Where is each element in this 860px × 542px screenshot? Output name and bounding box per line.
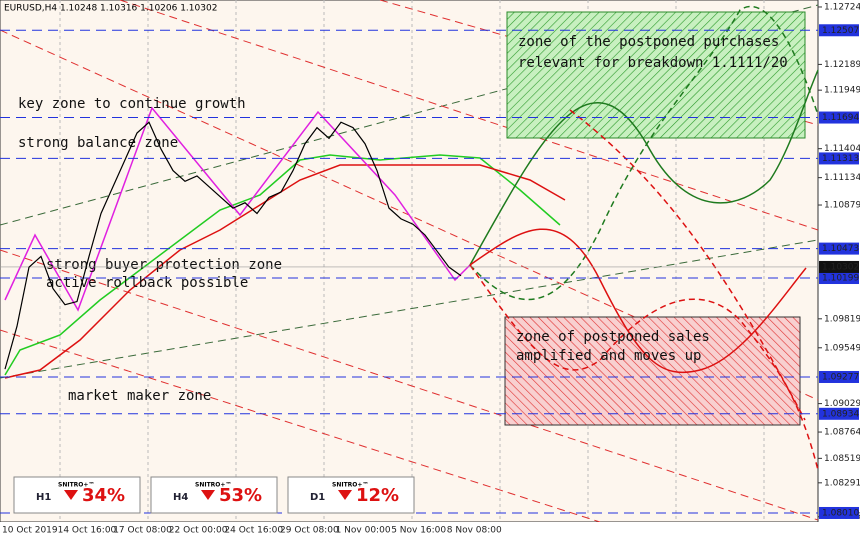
level-box: [819, 506, 859, 519]
indicator-box: [13, 476, 141, 514]
level-box: [819, 242, 859, 255]
x-axis-bg: [0, 522, 860, 538]
zigzag: [4, 106, 471, 312]
level-label: 1.10473: [822, 244, 859, 254]
level-label: 1.12507: [822, 26, 859, 36]
y-tick-label: 1.12724: [824, 2, 860, 12]
purchase-zone: [506, 11, 806, 139]
y-tick-label: 1.08519: [824, 454, 860, 464]
y-tick-label: 1.09029: [824, 399, 860, 409]
level-label: 1.08010: [822, 508, 859, 518]
level-box: [819, 272, 859, 285]
current-price-box: [819, 260, 859, 273]
x-tick-label: 22 Oct 00:00: [169, 526, 228, 536]
y-tick-label: 1.12189: [824, 60, 860, 70]
level-label: 1.11694: [822, 113, 859, 123]
y-tick-label: 1.08764: [824, 428, 860, 438]
indicator-brand: SNITRO+™: [332, 482, 368, 489]
indicator-box: [150, 476, 278, 514]
annotation: zone of postponed sales: [516, 329, 710, 345]
indicator-box: [287, 476, 415, 514]
y-tick-label: 1.10879: [824, 201, 860, 211]
indicator-brand: SNITRO+™: [195, 482, 231, 489]
level-box: [819, 24, 859, 37]
x-tick-label: 8 Nov 08:00: [447, 526, 502, 536]
annotation: active rollback possible: [46, 275, 248, 291]
y-tick-label: 1.11134: [824, 173, 860, 183]
indicator-value: 53%: [219, 485, 262, 506]
x-tick-label: 17 Oct 08:00: [113, 526, 172, 536]
level-label: 1.08934: [822, 409, 859, 419]
annotation: relevant for breakdown 1.1111/20: [518, 55, 788, 71]
x-tick-label: 10 Oct 2019: [2, 526, 58, 536]
chart-title: EURUSD,H4 1.10248 1.10316 1.10206 1.1030…: [4, 4, 217, 14]
level-box: [819, 370, 859, 383]
annotation: strong balance zone: [18, 135, 178, 151]
indicator-value: 12%: [356, 485, 399, 506]
y-tick-label: 1.09819: [824, 314, 860, 324]
annotation: market maker zone: [68, 388, 211, 404]
level-label: 1.10199: [822, 274, 859, 284]
indicator-brand: SNITRO+™: [58, 482, 94, 489]
indicator-timeframe: H4: [173, 492, 188, 503]
indicator-arrow: [64, 490, 78, 500]
current-price-label: 1.10302: [822, 262, 859, 272]
x-tick-label: 24 Oct 16:00: [224, 526, 283, 536]
x-tick-label: 5 Nov 16:00: [391, 526, 446, 536]
level-box: [819, 111, 859, 124]
ichimoku: [4, 154, 566, 379]
price-line: [4, 121, 462, 370]
indicator-value: 34%: [82, 485, 125, 506]
annotation: key zone to continue growth: [18, 96, 246, 112]
indicator-timeframe: D1: [310, 492, 325, 503]
y-tick-label: 1.11404: [824, 144, 860, 154]
annotation: zone of the postponed purchases: [518, 34, 779, 50]
annotation: strong buyer protection zone: [46, 257, 282, 273]
y-tick-label: 1.11949: [824, 86, 860, 96]
level-box: [819, 407, 859, 420]
level-label: 1.09277: [822, 372, 859, 382]
indicator-arrow: [338, 490, 352, 500]
x-tick-label: 1 Nov 00:00: [336, 526, 391, 536]
indicator-arrow: [201, 490, 215, 500]
x-tick-label: 14 Oct 16:00: [58, 526, 117, 536]
level-label: 1.11313: [822, 154, 859, 164]
y-tick-label: 1.09549: [824, 343, 860, 353]
y-tick-label: 1.08291: [824, 478, 860, 488]
indicator-timeframe: H1: [36, 492, 51, 503]
level-box: [819, 152, 859, 165]
forecast: [469, 5, 819, 471]
annotation: amplified and moves up: [516, 348, 701, 364]
x-tick-label: 29 Oct 08:00: [280, 526, 339, 536]
